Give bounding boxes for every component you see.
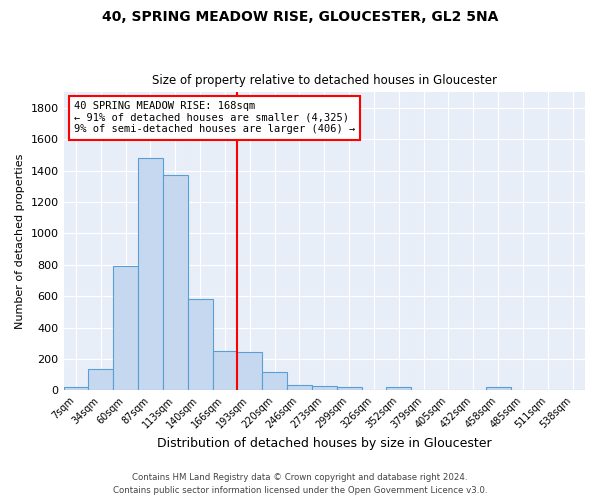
Bar — [113, 266, 138, 390]
Text: 40, SPRING MEADOW RISE, GLOUCESTER, GL2 5NA: 40, SPRING MEADOW RISE, GLOUCESTER, GL2 … — [102, 10, 498, 24]
Text: 40 SPRING MEADOW RISE: 168sqm
← 91% of detached houses are smaller (4,325)
9% of: 40 SPRING MEADOW RISE: 168sqm ← 91% of d… — [74, 102, 355, 134]
Bar — [188, 300, 212, 390]
Bar — [287, 385, 312, 390]
Bar — [138, 158, 163, 390]
Bar — [238, 352, 262, 391]
Bar — [485, 387, 511, 390]
Y-axis label: Number of detached properties: Number of detached properties — [15, 154, 25, 329]
Bar — [163, 174, 188, 390]
Bar — [212, 352, 238, 391]
Bar — [88, 369, 113, 390]
Text: Contains HM Land Registry data © Crown copyright and database right 2024.
Contai: Contains HM Land Registry data © Crown c… — [113, 474, 487, 495]
X-axis label: Distribution of detached houses by size in Gloucester: Distribution of detached houses by size … — [157, 437, 491, 450]
Bar — [262, 372, 287, 390]
Bar — [312, 386, 337, 390]
Bar — [337, 387, 362, 390]
Title: Size of property relative to detached houses in Gloucester: Size of property relative to detached ho… — [152, 74, 497, 87]
Bar — [64, 387, 88, 390]
Bar — [386, 387, 411, 390]
